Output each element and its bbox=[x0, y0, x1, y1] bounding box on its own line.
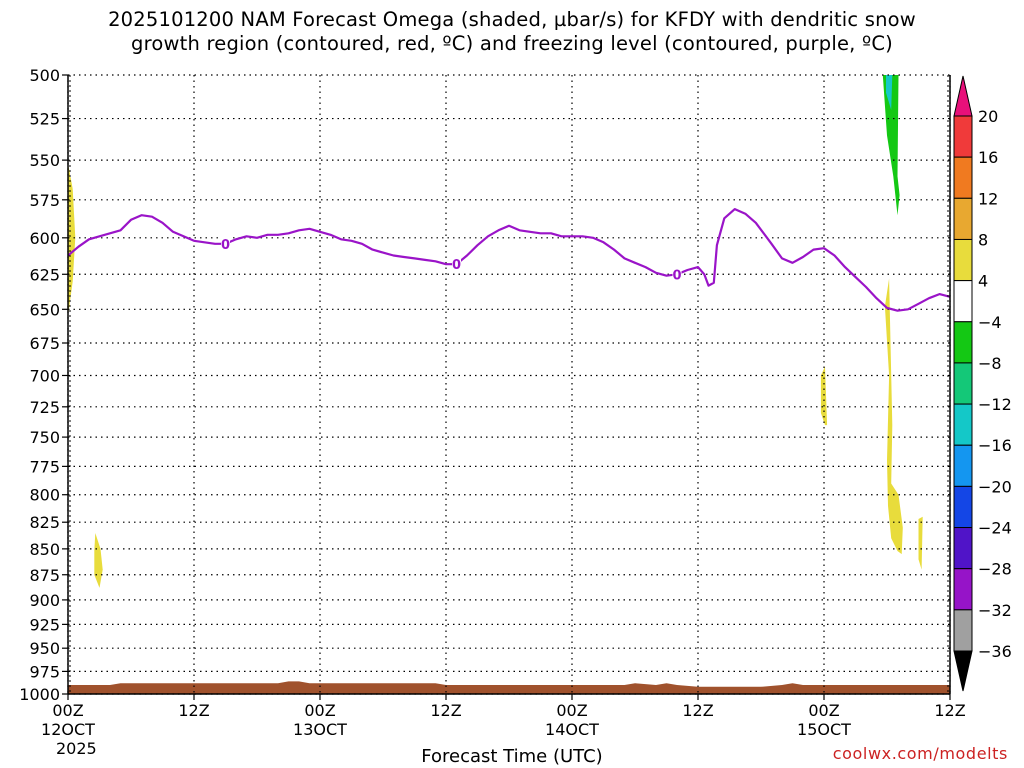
xtick-label-0-2: 2025 bbox=[56, 739, 97, 758]
ytick-label-825: 825 bbox=[29, 513, 60, 532]
colorbar-label-5: −4 bbox=[978, 313, 1002, 332]
colorbar-label-9: −20 bbox=[978, 477, 1012, 496]
terrain-fill bbox=[68, 681, 950, 694]
freezing-label-0: 0 bbox=[221, 238, 230, 253]
freezing-label-bg-0 bbox=[221, 236, 230, 251]
grid-layer bbox=[67, 74, 951, 695]
terrain-layer bbox=[68, 681, 950, 694]
ytick-label-575: 575 bbox=[29, 191, 60, 210]
freezing-level-layer: 0 0 0 bbox=[67, 208, 951, 312]
xtick-label-72-0: 00Z bbox=[808, 701, 839, 720]
xtick-label-12-0: 12Z bbox=[178, 701, 209, 720]
colorbar: 20 16 12 8 4 −4 −8 −12 −16 −20 −24 −28 −32 −36 bbox=[953, 75, 1012, 692]
colorbar-label-1: 16 bbox=[978, 148, 998, 167]
colorbar-bin-6 bbox=[953, 362, 973, 405]
ytick-label-950: 950 bbox=[29, 639, 60, 658]
colorbar-bin-3 bbox=[953, 238, 973, 282]
ytick-label-800: 800 bbox=[29, 486, 60, 505]
ytick-label-500: 500 bbox=[29, 66, 60, 85]
ytick-label-925: 925 bbox=[29, 615, 60, 634]
freezing-label-1: 0 bbox=[452, 258, 461, 273]
xtick-label-36-0: 12Z bbox=[430, 701, 461, 720]
omega-shading-layer bbox=[68, 75, 923, 588]
ytick-label-700: 700 bbox=[29, 366, 60, 385]
chart-title: 2025101200 NAM Forecast Omega (shaded, µ… bbox=[0, 8, 1024, 56]
xtick-label-60-0: 12Z bbox=[682, 701, 713, 720]
xtick-label-84-0: 12Z bbox=[934, 701, 965, 720]
colorbar-bottom-arrow bbox=[953, 650, 973, 692]
colorbar-label-8: −16 bbox=[978, 436, 1012, 455]
xtick-label-48-1: 14OCT bbox=[545, 720, 599, 739]
ytick-label-750: 750 bbox=[29, 428, 60, 447]
xtick-label-0-0: 00Z bbox=[52, 701, 83, 720]
omega-region-4 bbox=[918, 516, 923, 570]
colorbar-bin-9 bbox=[953, 485, 973, 529]
colorbar-top-arrow bbox=[953, 75, 973, 117]
colorbar-bin-12 bbox=[953, 609, 973, 652]
plot-frame bbox=[67, 75, 951, 695]
ytick-label-775: 775 bbox=[29, 457, 60, 476]
ytick-label-600: 600 bbox=[29, 229, 60, 248]
ytick-label-550: 550 bbox=[29, 151, 60, 170]
colorbar-label-3: 8 bbox=[978, 230, 988, 249]
ytick-label-975: 975 bbox=[29, 662, 60, 681]
title-line-1: 2025101200 NAM Forecast Omega (shaded, µ… bbox=[108, 8, 916, 31]
colorbar-bin-11 bbox=[953, 568, 973, 611]
xtick-label-24-1: 13OCT bbox=[293, 720, 347, 739]
xtick-label-0-1: 12OCT bbox=[41, 720, 95, 739]
omega-region-2 bbox=[820, 366, 828, 426]
colorbar-bin-0 bbox=[953, 115, 973, 158]
colorbar-bin-8 bbox=[953, 444, 973, 487]
ytick-label-525: 525 bbox=[29, 110, 60, 129]
freezing-label-bg-2 bbox=[672, 267, 682, 282]
omega-region-3 bbox=[884, 278, 903, 555]
colorbar-bin-7 bbox=[953, 403, 973, 446]
omega-region-6 bbox=[886, 75, 893, 110]
omega-region-5 bbox=[882, 75, 900, 216]
omega-region-0 bbox=[68, 163, 76, 317]
source-credit: coolwx.com/modelts bbox=[832, 744, 1008, 763]
colorbar-label-7: −12 bbox=[978, 395, 1012, 414]
colorbar-label-4: 4 bbox=[978, 272, 988, 291]
colorbar-label-11: −28 bbox=[978, 560, 1012, 579]
colorbar-label-10: −24 bbox=[978, 519, 1012, 538]
ytick-label-1000: 1000 bbox=[19, 685, 60, 704]
xtick-label-24-0: 00Z bbox=[304, 701, 335, 720]
ytick-label-675: 675 bbox=[29, 334, 60, 353]
freezing-label-bg-1 bbox=[452, 257, 461, 272]
x-axis-label: Forecast Time (UTC) bbox=[421, 746, 603, 767]
colorbar-bin-2 bbox=[953, 197, 973, 240]
ytick-label-725: 725 bbox=[29, 398, 60, 417]
colorbar-label-6: −8 bbox=[978, 354, 1002, 373]
xtick-label-48-0: 00Z bbox=[556, 701, 587, 720]
y-axis-ticks: 500 525 550 575 600 625 650 675 700 725 750 775 800 8… bbox=[19, 66, 68, 704]
ytick-label-650: 650 bbox=[29, 300, 60, 319]
ytick-label-850: 850 bbox=[29, 540, 60, 559]
colorbar-label-2: 12 bbox=[978, 189, 998, 208]
colorbar-bin-4 bbox=[953, 280, 973, 323]
freezing-label-2: 0 bbox=[672, 268, 681, 283]
colorbar-bin-1 bbox=[953, 156, 973, 199]
colorbar-bin-10 bbox=[953, 527, 973, 570]
freezing-level-line bbox=[67, 208, 951, 312]
colorbar-label-13: −36 bbox=[978, 642, 1012, 661]
colorbar-label-0: 20 bbox=[978, 107, 998, 126]
ytick-label-875: 875 bbox=[29, 566, 60, 585]
xtick-label-72-1: 15OCT bbox=[797, 720, 851, 739]
ytick-label-900: 900 bbox=[29, 591, 60, 610]
title-line-2: growth region (contoured, red, ºC) and f… bbox=[131, 32, 893, 55]
omega-region-1 bbox=[94, 533, 103, 588]
ytick-label-625: 625 bbox=[29, 265, 60, 284]
colorbar-label-12: −32 bbox=[978, 601, 1012, 620]
colorbar-bin-5 bbox=[953, 321, 973, 364]
